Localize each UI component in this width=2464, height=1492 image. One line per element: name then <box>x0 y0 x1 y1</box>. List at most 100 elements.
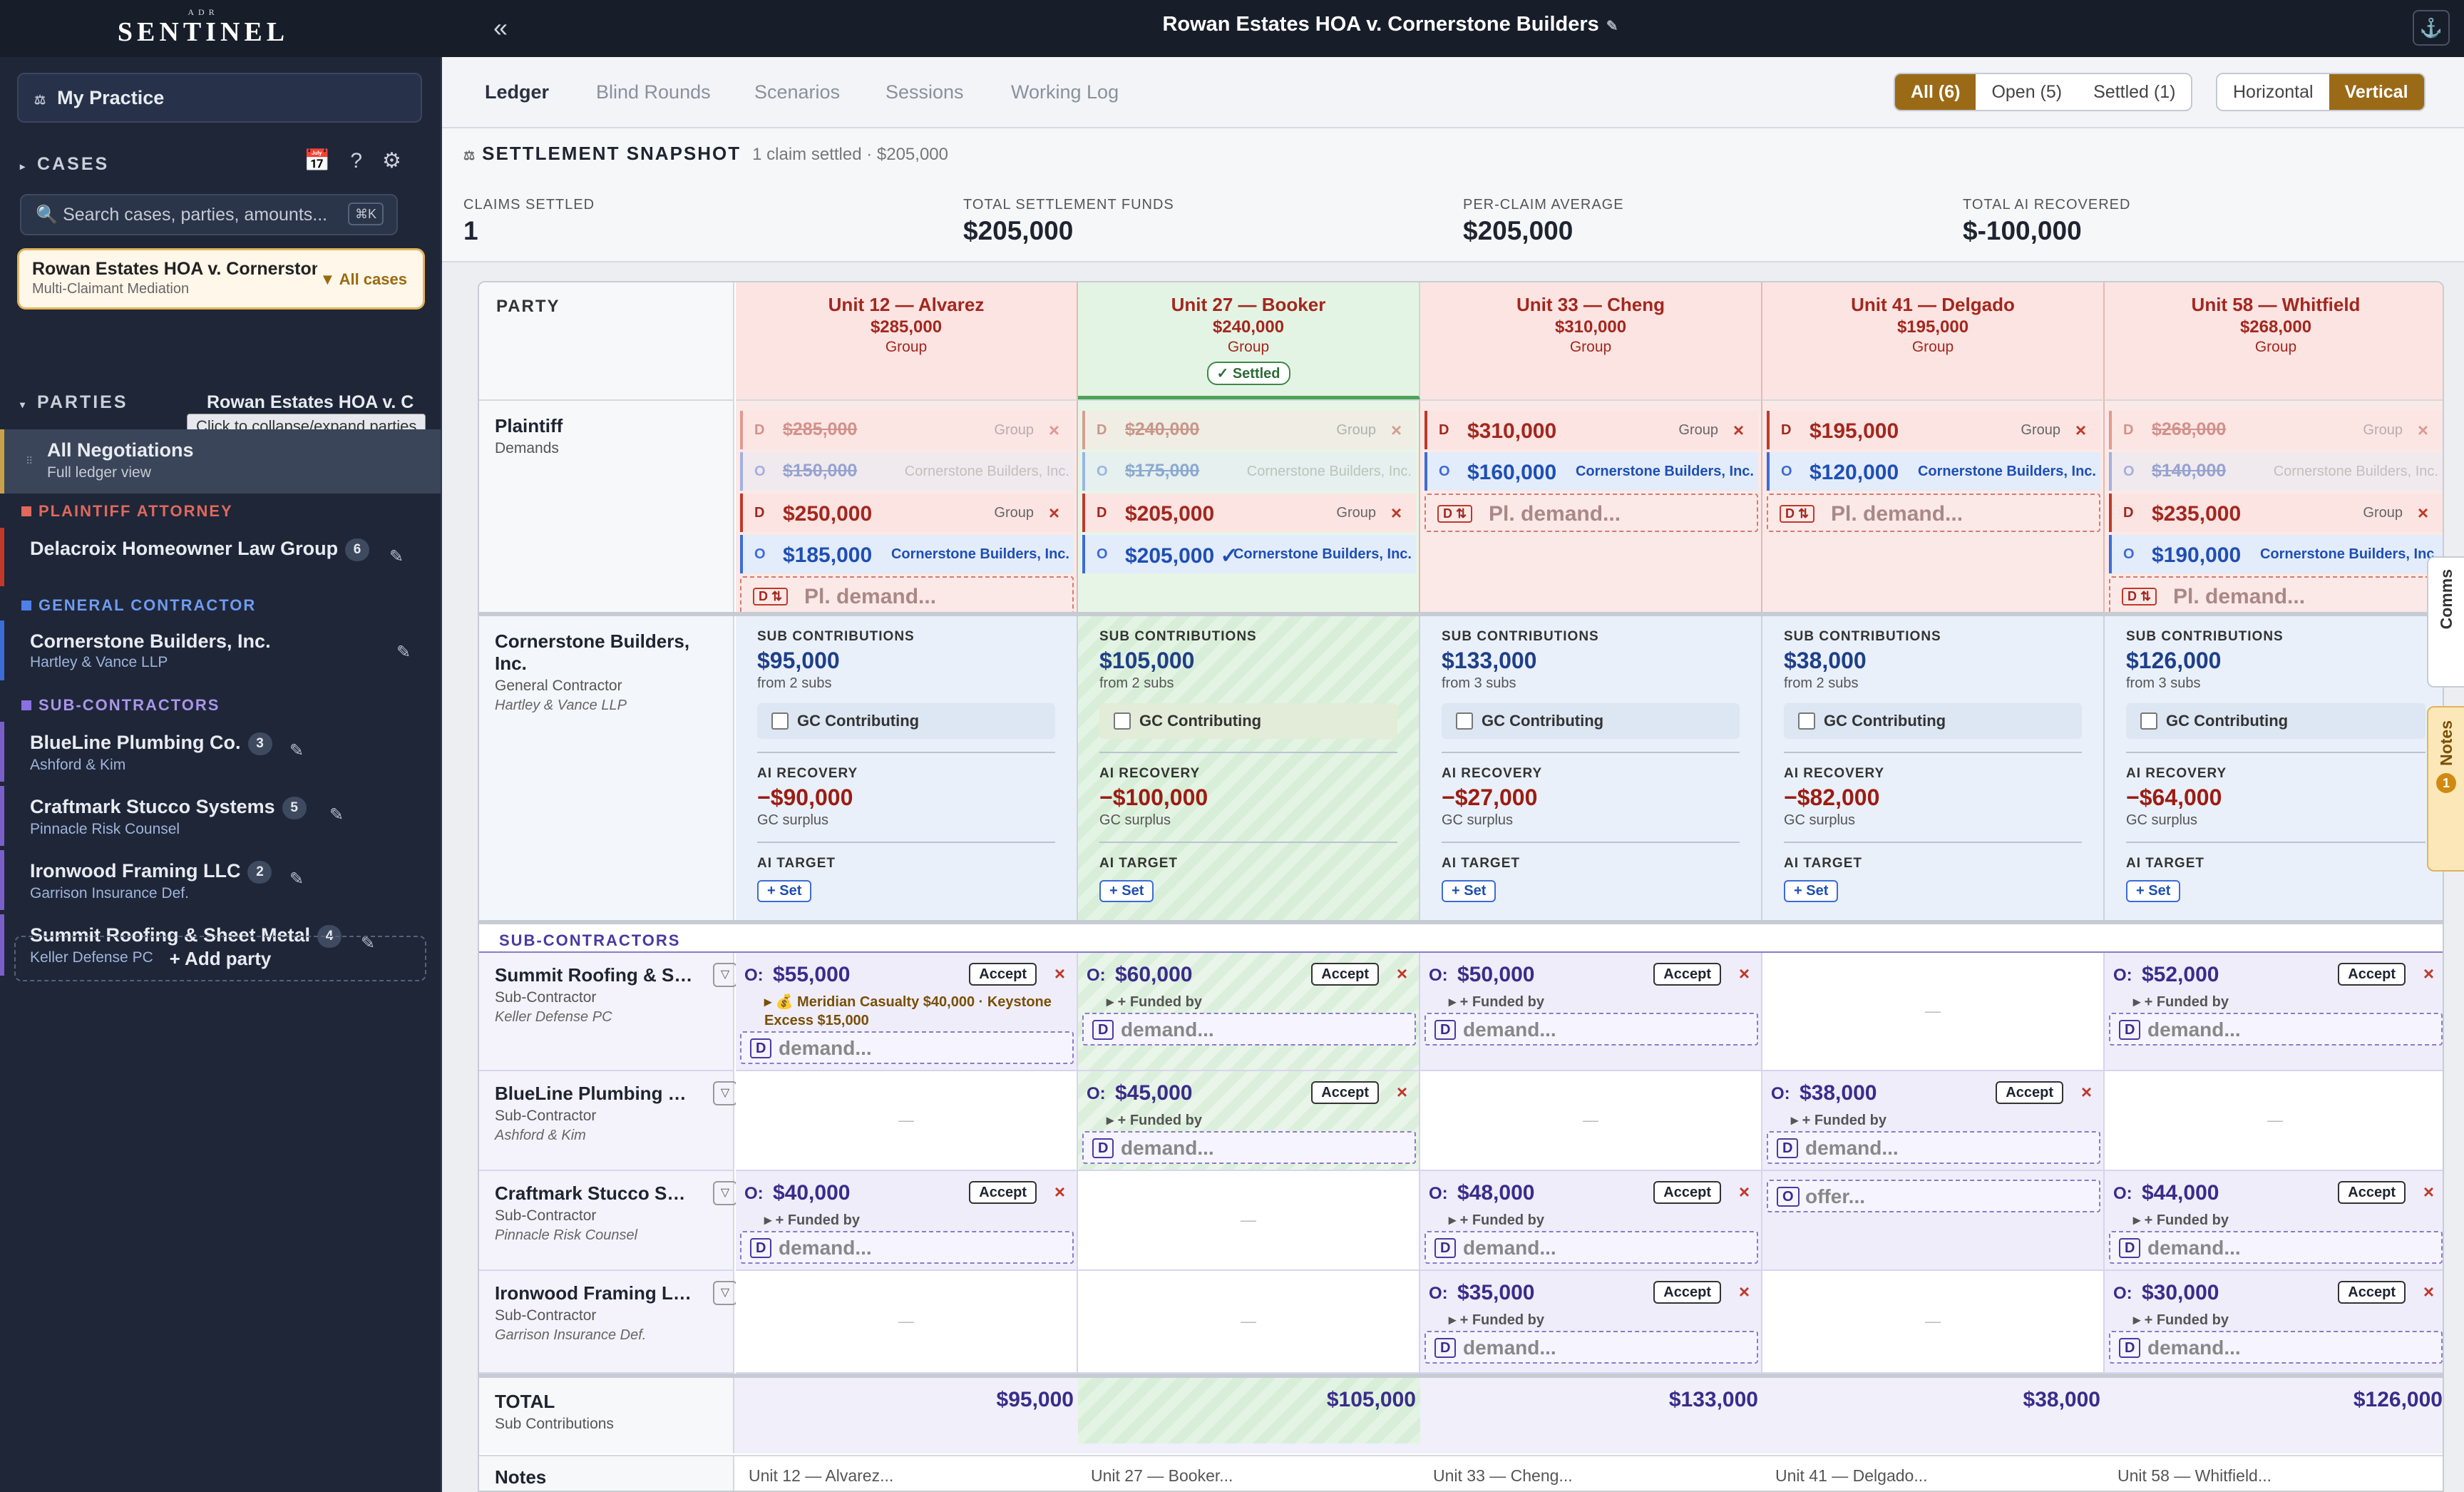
demand-entry[interactable]: D $195,000 Group × <box>1767 411 2100 449</box>
case-title[interactable]: Rowan Estates HOA v. Cornerstone Builder… <box>1069 13 1711 36</box>
sub-offer-entry[interactable]: O: $35,000 Accept × <box>1429 1279 1754 1309</box>
tab-working-log[interactable]: Working Log <box>1011 81 1119 103</box>
funded-by-toggle[interactable]: ▸ + Funded by <box>1107 994 1202 1010</box>
demand-entry[interactable]: D $268,000 Group × <box>2109 411 2443 449</box>
orientation-vertical[interactable]: Vertical <box>2329 74 2424 110</box>
offer-entry[interactable]: O $120,000 Cornerstone Builders, Inc. <box>1767 452 2100 491</box>
gc-contributing-checkbox[interactable]: GC Contributing <box>1784 703 2082 739</box>
funded-by-toggle[interactable]: ▸ + Funded by <box>1107 1113 1202 1128</box>
remove-icon[interactable]: × <box>2417 502 2428 523</box>
sub-offer-entry[interactable]: O: $55,000 Accept × <box>744 961 1069 991</box>
filter-icon[interactable]: ▽ <box>713 1081 737 1105</box>
search-input[interactable]: 🔍 Search cases, parties, amounts... ⌘K <box>20 194 398 235</box>
sub-offer-entry[interactable]: O: $52,000 Accept × <box>2113 961 2438 991</box>
demand-entry[interactable]: D $285,000 Group × <box>740 411 1074 449</box>
accept-button[interactable]: Accept <box>1311 963 1379 986</box>
collapse-sidebar-icon[interactable]: « <box>493 13 508 42</box>
unit-note[interactable]: Unit 33 — Cheng... <box>1433 1466 1573 1485</box>
gear-icon[interactable]: ⚙ <box>382 149 401 173</box>
remove-icon[interactable]: × <box>1048 419 1059 441</box>
sub-offer-entry[interactable]: O: $48,000 Accept × <box>1429 1180 1754 1210</box>
add-party-button[interactable]: + Add party <box>14 936 426 981</box>
sub-offer-entry[interactable]: O: $60,000 Accept × <box>1087 961 1412 991</box>
funded-by-toggle[interactable]: ▸ + Funded by <box>2133 1212 2229 1228</box>
unit-header[interactable]: Unit 41 — Delgado $195,000 Group <box>1762 282 2105 399</box>
party-cornerstone[interactable]: Cornerstone Builders, Inc. Hartley & Van… <box>0 620 441 680</box>
party-blueline[interactable]: BlueLine Plumbing Co. 3 Ashford & Kim ✎ <box>0 722 441 782</box>
accept-button[interactable]: Accept <box>1311 1081 1379 1104</box>
offer-entry[interactable]: O $185,000 Cornerstone Builders, Inc. <box>740 535 1074 573</box>
new-demand-input[interactable]: D ⇅ Pl. demand... <box>1424 494 1758 532</box>
help-icon[interactable]: ? <box>350 149 363 173</box>
remove-icon[interactable]: × <box>1396 963 1407 984</box>
gc-contributing-checkbox[interactable]: GC Contributing <box>1099 703 1397 739</box>
funded-by-toggle[interactable]: ▸ + Funded by <box>764 1212 860 1228</box>
remove-icon[interactable]: × <box>2075 419 2086 441</box>
tab-blind-rounds[interactable]: Blind Rounds <box>596 81 711 103</box>
demand-toggle-tag[interactable]: D ⇅ <box>753 588 789 606</box>
unit-note[interactable]: Unit 58 — Whitfield... <box>2118 1466 2272 1485</box>
party-delacroix[interactable]: Delacroix Homeowner Law Group 6 ✎ <box>0 528 441 586</box>
checkbox-icon[interactable] <box>2140 712 2157 730</box>
unit-note[interactable]: Unit 27 — Booker... <box>1091 1466 1233 1485</box>
remove-icon[interactable]: × <box>1390 419 1402 441</box>
demand-entry[interactable]: D $240,000 Group × <box>1082 411 1416 449</box>
parties-case-name[interactable]: Rowan Estates HOA v. Cornerstone Builder… <box>207 392 414 412</box>
cases-section-header[interactable]: ▸ CASES <box>20 154 109 175</box>
unit-note[interactable]: Unit 12 — Alvarez... <box>749 1466 894 1485</box>
unit-header[interactable]: Unit 12 — Alvarez $285,000 Group <box>736 282 1078 399</box>
accept-button[interactable]: Accept <box>1653 963 1721 986</box>
orientation-horizontal[interactable]: Horizontal <box>2233 82 2314 102</box>
remove-icon[interactable]: × <box>2417 419 2428 441</box>
accept-button[interactable]: Accept <box>1653 1181 1721 1204</box>
drag-handle-icon[interactable]: ⠿ <box>26 455 34 466</box>
filter-icon[interactable]: ▽ <box>713 1181 737 1205</box>
accept-button[interactable]: Accept <box>1996 1081 2063 1104</box>
accept-button[interactable]: Accept <box>969 963 1037 986</box>
set-ai-target-button[interactable]: + Set <box>2126 880 2181 902</box>
funded-by-toggle[interactable]: ▸ + Funded by <box>1791 1113 1886 1128</box>
calendar-icon[interactable]: 📅 <box>304 149 331 173</box>
funded-by-toggle[interactable]: ▸ + Funded by <box>2133 1312 2229 1328</box>
remove-icon[interactable]: × <box>2080 1081 2092 1103</box>
edit-pencil-icon[interactable]: ✎ <box>289 869 304 889</box>
filter-open[interactable]: Open (5) <box>1991 82 2063 102</box>
gc-contributing-checkbox[interactable]: GC Contributing <box>757 703 1055 739</box>
demand-entry[interactable]: D $250,000 Group × <box>740 494 1074 532</box>
remove-icon[interactable]: × <box>2423 963 2434 984</box>
funded-by-toggle[interactable]: ▸ 💰 Meridian Casualty $40,000 · Keystone… <box>764 994 1052 1028</box>
demand-entry[interactable]: D $310,000 Group × <box>1424 411 1758 449</box>
accept-button[interactable]: Accept <box>1653 1281 1721 1304</box>
tab-ledger[interactable]: Ledger <box>485 81 550 103</box>
new-demand-input[interactable]: D ⇅ Pl. demand... <box>1767 494 2100 532</box>
party-ironwood[interactable]: Ironwood Framing LLC 2 Garrison Insurance… <box>0 850 441 910</box>
demand-toggle-tag[interactable]: D ⇅ <box>1437 505 1473 523</box>
sub-offer-entry[interactable]: O: $40,000 Accept × <box>744 1180 1069 1210</box>
funded-by-toggle[interactable]: ▸ + Funded by <box>1449 1212 1544 1228</box>
my-practice-button[interactable]: ⚖ My Practice <box>17 73 422 123</box>
all-cases-dropdown[interactable]: ▼ All cases <box>319 270 407 288</box>
offer-entry[interactable]: O $205,000 ✓ Cornerstone Builders, Inc. <box>1082 535 1416 573</box>
unit-header[interactable]: Unit 33 — Cheng $310,000 Group <box>1420 282 1762 399</box>
edit-pencil-icon[interactable]: ✎ <box>396 643 411 662</box>
set-ai-target-button[interactable]: + Set <box>1099 880 1154 902</box>
remove-icon[interactable]: × <box>2423 1181 2434 1202</box>
remove-icon[interactable]: × <box>1048 502 1059 523</box>
demand-entry[interactable]: D $205,000 Group × <box>1082 494 1416 532</box>
offer-entry[interactable]: O $190,000 Cornerstone Builders, Inc. <box>2109 535 2443 573</box>
filter-settled[interactable]: Settled (1) <box>2093 82 2176 102</box>
accept-button[interactable]: Accept <box>969 1181 1037 1204</box>
edit-pencil-icon[interactable]: ✎ <box>329 805 344 824</box>
party-summit-row[interactable]: Summit Roofing & Sheet Metal 4 Keller Def… <box>0 914 441 974</box>
anchor-icon[interactable]: ⚓ <box>2413 10 2450 46</box>
remove-icon[interactable]: × <box>1738 1281 1750 1302</box>
checkbox-icon[interactable] <box>771 712 789 730</box>
filter-icon[interactable]: ▽ <box>713 1281 737 1305</box>
